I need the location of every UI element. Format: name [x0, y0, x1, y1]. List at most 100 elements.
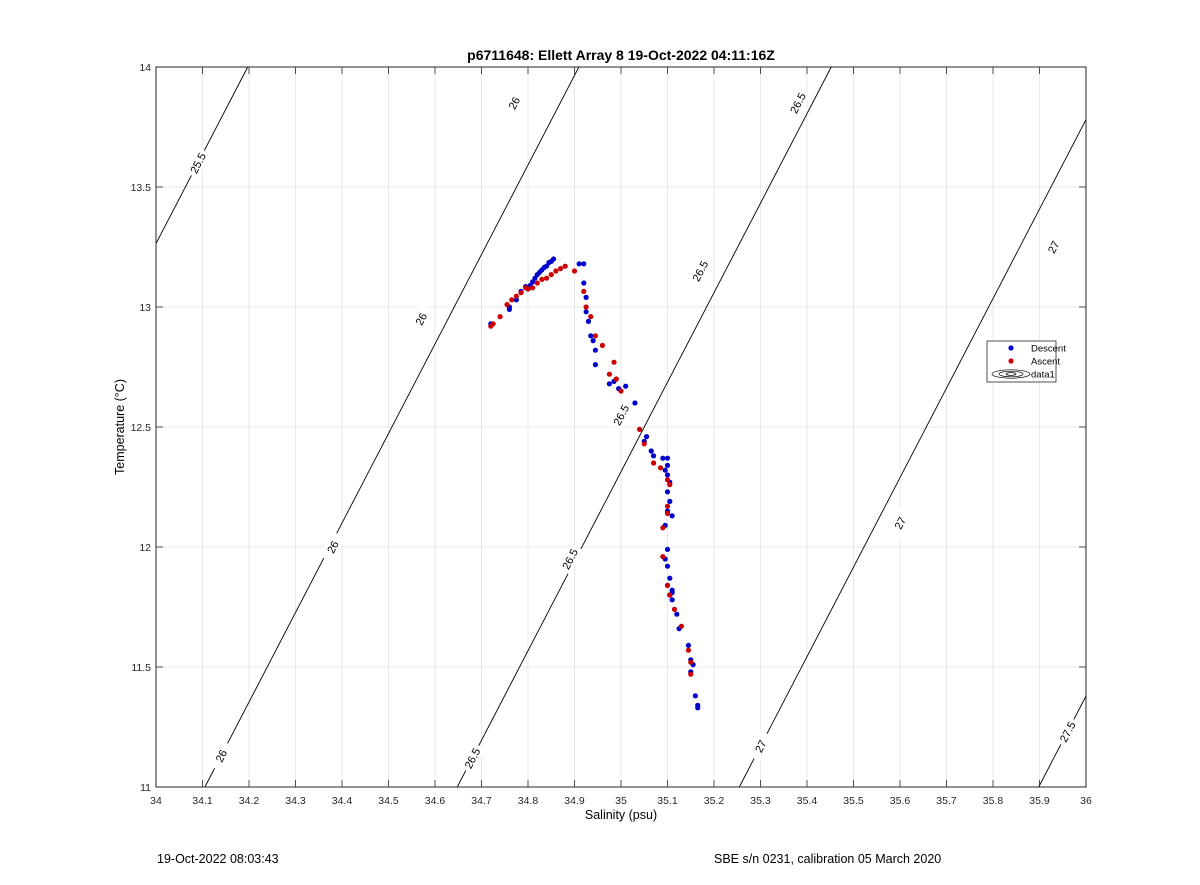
ascent-point — [688, 659, 694, 665]
contour-label: 27 — [753, 738, 769, 754]
descent-point — [592, 362, 599, 368]
contour-label-bg — [887, 507, 913, 539]
contour-label: 26 — [325, 539, 341, 555]
descent-point — [685, 642, 692, 649]
contour-label-bg — [785, 87, 811, 119]
ascent-point — [513, 293, 519, 299]
ascent-point — [667, 592, 673, 598]
ascent-point — [583, 304, 589, 310]
x-tick-label: 34.3 — [285, 795, 306, 807]
x-tick-label: 34.7 — [471, 795, 492, 807]
y-axis-label: Temperature (°C) — [113, 379, 127, 475]
x-tick-label: 34 — [150, 795, 162, 807]
contour-label-bg — [1054, 716, 1081, 748]
x-tick-label: 34.1 — [192, 795, 213, 807]
contour-label: 26 — [214, 748, 230, 764]
legend-label-descent: Descent — [1031, 344, 1066, 355]
descent-point — [695, 705, 701, 711]
x-tick-label: 34.9 — [564, 795, 585, 807]
x-tick-label: 35.7 — [936, 795, 957, 807]
ascent-point — [592, 333, 599, 339]
contour-label-bg — [747, 730, 774, 762]
ascent-point — [539, 276, 545, 282]
contour-label: 27 — [893, 515, 909, 531]
contour-label-group: 26 — [320, 531, 346, 563]
descent-point — [581, 280, 587, 286]
x-tick-label: 35 — [615, 795, 627, 807]
legend-label-ascent: Ascent — [1031, 357, 1060, 368]
contour-label-bg — [459, 742, 485, 774]
ascent-point — [548, 272, 554, 278]
descent-point — [583, 294, 589, 300]
ascent-point — [504, 302, 510, 308]
ascent-point — [562, 263, 568, 269]
ascent-point — [581, 288, 587, 294]
contour-label-bg — [608, 399, 634, 431]
ascent-point — [509, 297, 515, 303]
legend-marker-descent — [1008, 345, 1014, 351]
contour-label-group: 26 — [208, 740, 234, 772]
ascent-point — [530, 285, 536, 291]
density-contour-line — [204, 66, 580, 788]
ascent-point — [534, 280, 540, 286]
x-tick-label: 35.9 — [1029, 795, 1050, 807]
density-contour-line — [738, 119, 1087, 788]
ascent-point — [641, 441, 647, 447]
ascent-point — [685, 647, 692, 653]
ascent-point — [613, 376, 619, 382]
contour-label-bg — [408, 303, 434, 335]
x-tick-label: 35.5 — [843, 795, 864, 807]
descent-point — [664, 472, 671, 478]
x-tick-label: 34.2 — [239, 795, 260, 807]
descent-point — [648, 448, 654, 454]
contour-label-group: 26 — [501, 87, 527, 119]
contour-label-group: 27 — [887, 507, 913, 539]
ascent-point — [588, 314, 594, 320]
density-contour-line — [456, 66, 832, 788]
x-tick-label: 35.1 — [657, 795, 678, 807]
ascent-point — [637, 426, 643, 432]
x-tick-label: 34.8 — [518, 795, 539, 807]
contour-label-bg — [1040, 231, 1067, 263]
footer-timestamp: 19-Oct-2022 08:03:43 — [157, 852, 279, 866]
descent-point — [576, 261, 582, 267]
legend[interactable]: Descent Ascent data1 — [986, 340, 1066, 383]
ascent-point — [571, 268, 578, 274]
ascent-point — [664, 503, 671, 509]
descent-point — [669, 597, 675, 603]
descent-point — [506, 306, 512, 312]
descent-point — [664, 546, 671, 553]
descent-point — [643, 434, 650, 440]
descent-point — [674, 611, 680, 617]
contour-label-bg — [501, 87, 527, 119]
y-tick-label: 14 — [139, 62, 151, 74]
ascent-point — [611, 359, 617, 365]
legend-label-data1: data1 — [1031, 370, 1055, 381]
y-tick-label: 13.5 — [131, 182, 152, 194]
ascent-point — [525, 286, 531, 292]
descent-point — [692, 693, 699, 699]
x-tick-label: 35.6 — [890, 795, 911, 807]
contour-label-bg — [208, 740, 234, 772]
ascent-point — [544, 275, 550, 281]
contour-label-bg — [320, 531, 346, 563]
ascent-point — [599, 342, 606, 348]
descent-point — [583, 309, 589, 315]
ascent-point — [553, 268, 559, 274]
ascent-point — [664, 477, 671, 483]
descent-point — [513, 297, 519, 303]
ascent-point — [671, 606, 678, 613]
descent-point — [581, 261, 587, 267]
contour-label-group: 27 — [1040, 231, 1067, 263]
x-tick-label: 34.4 — [332, 795, 353, 807]
data-points — [488, 256, 701, 711]
y-tick-label: 11 — [140, 782, 151, 794]
ascent-point — [667, 482, 673, 488]
y-tick-label: 13 — [139, 302, 151, 314]
descent-point — [664, 489, 671, 495]
ascent-point — [660, 554, 666, 560]
y-tick-label: 12 — [139, 542, 151, 554]
ascent-point — [557, 266, 564, 272]
ascent-point — [650, 460, 657, 466]
ascent-point — [606, 371, 612, 377]
